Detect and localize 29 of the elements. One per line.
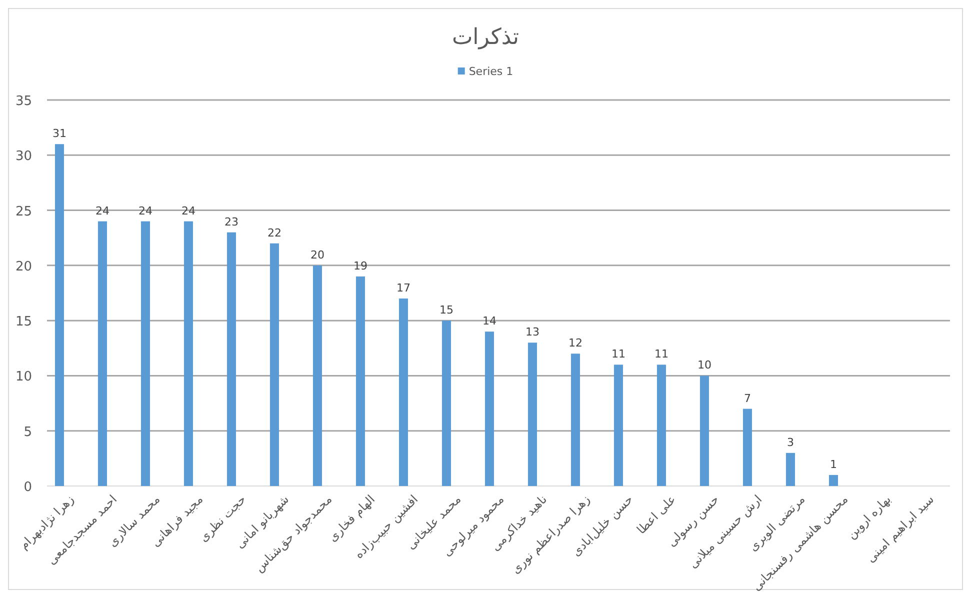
y-tick-label: 35 <box>15 94 32 109</box>
data-label: 23 <box>224 215 238 228</box>
y-tick-label: 15 <box>15 314 32 330</box>
data-label: 11 <box>611 348 626 361</box>
y-tick-label: 0 <box>24 480 32 495</box>
y-tick-label: 25 <box>15 204 32 220</box>
data-label: 3 <box>786 436 794 449</box>
y-tick-label: 20 <box>15 259 32 274</box>
data-label: 12 <box>568 336 582 350</box>
y-tick-label: 30 <box>15 149 32 164</box>
data-label: 15 <box>439 304 454 317</box>
title: تذکرات <box>452 25 520 50</box>
data-label: 24 <box>95 204 110 218</box>
data-label: 20 <box>310 248 324 262</box>
y-tick-label: 5 <box>24 424 32 440</box>
data-label: 7 <box>744 392 751 405</box>
data-label: 17 <box>396 282 410 295</box>
data-label: 14 <box>482 314 496 328</box>
data-label: 24 <box>138 204 152 218</box>
data-label: 10 <box>697 358 712 372</box>
y-tick-label: 10 <box>15 370 32 385</box>
data-label: 24 <box>181 204 196 218</box>
data-label: 31 <box>52 127 66 140</box>
data-label: 22 <box>267 226 282 240</box>
data-label: 19 <box>353 259 368 272</box>
data-label: 11 <box>654 348 668 361</box>
legend-label: Series 1 <box>468 65 514 78</box>
data-label: 1 <box>830 458 837 471</box>
data-label: 13 <box>525 326 540 339</box>
